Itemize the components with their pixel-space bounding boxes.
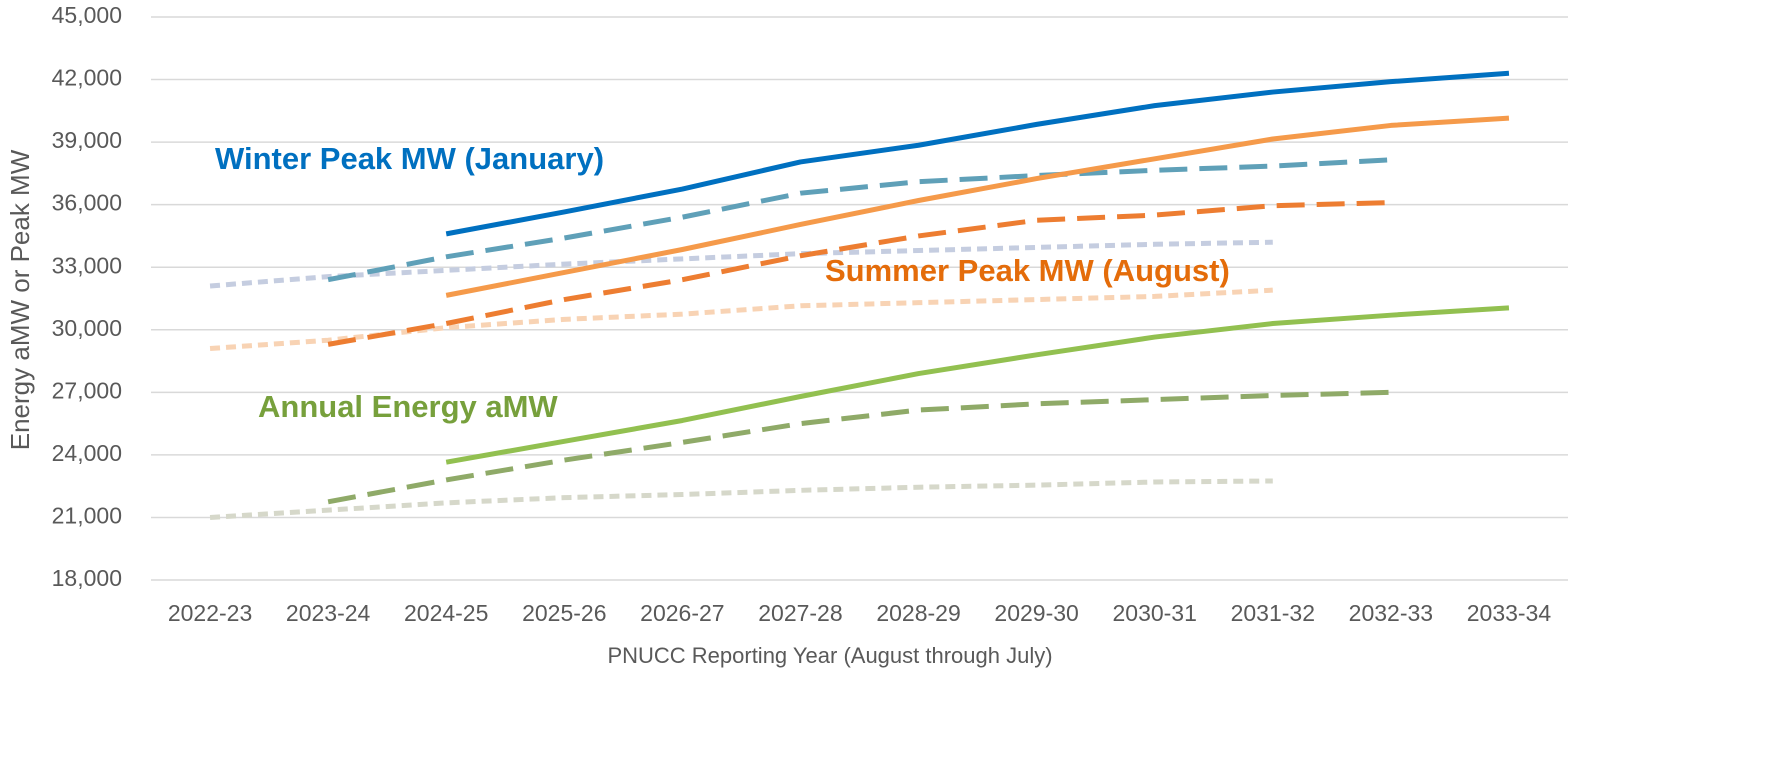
series-line (209, 287, 1273, 352)
y-tick-label: 18,000 (52, 565, 122, 591)
x-tick-label: 2022-23 (168, 600, 252, 626)
x-tick-label: 2030-31 (1112, 600, 1196, 626)
x-tick-label: 2027-28 (758, 600, 842, 626)
x-tick-label: 2033-34 (1467, 600, 1552, 626)
x-tick-label: 2026-27 (640, 600, 724, 626)
series-line (209, 478, 1273, 520)
x-tick-label: 2023-24 (286, 600, 371, 626)
y-tick-label: 30,000 (52, 315, 122, 341)
series-line (327, 157, 1392, 283)
series-line (327, 200, 1391, 347)
y-tick-label: 24,000 (52, 440, 122, 466)
y-axis-label: Energy aMW or Peak MW (5, 149, 35, 450)
series-line (209, 239, 1273, 289)
x-tick-label: 2028-29 (876, 600, 960, 626)
y-tick-label: 39,000 (52, 127, 122, 153)
y-tick-label: 33,000 (52, 252, 122, 278)
x-tick-label: 2029-30 (994, 600, 1078, 626)
y-tick-label: 45,000 (52, 2, 122, 28)
y-tick-label: 27,000 (52, 377, 122, 403)
x-tick-label: 2024-25 (404, 600, 488, 626)
y-tick-label: 21,000 (52, 503, 122, 529)
annotation: Winter Peak MW (January) (215, 141, 604, 176)
series-line (445, 70, 1510, 237)
x-tick-label: 2032-33 (1349, 600, 1433, 626)
x-tick-label: 2025-26 (522, 600, 606, 626)
annotation: Annual Energy aMW (258, 389, 558, 424)
series-line (445, 305, 1510, 465)
series-line (327, 389, 1391, 505)
y-tick-label: 36,000 (52, 190, 122, 216)
annotation: Summer Peak MW (August) (825, 253, 1230, 288)
series-line (445, 115, 1510, 298)
x-axis-label: PNUCC Reporting Year (August through Jul… (607, 643, 1052, 668)
x-tick-label: 2031-32 (1231, 600, 1315, 626)
y-tick-label: 42,000 (52, 65, 122, 91)
